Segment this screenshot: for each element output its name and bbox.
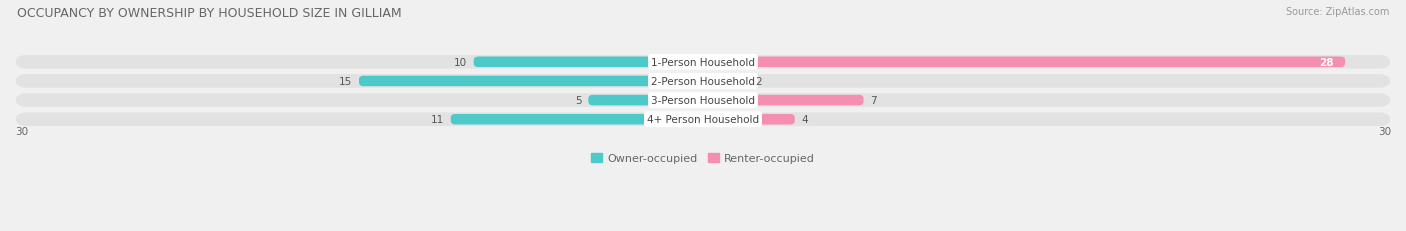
Text: OCCUPANCY BY OWNERSHIP BY HOUSEHOLD SIZE IN GILLIAM: OCCUPANCY BY OWNERSHIP BY HOUSEHOLD SIZE… [17, 7, 402, 20]
Text: 11: 11 [430, 115, 444, 125]
Text: 30: 30 [1378, 126, 1391, 136]
Text: 3-Person Household: 3-Person Household [651, 96, 755, 106]
Text: 5: 5 [575, 96, 582, 106]
Text: 30: 30 [15, 126, 28, 136]
Text: 28: 28 [1319, 58, 1334, 67]
Text: 2-Person Household: 2-Person Household [651, 77, 755, 87]
FancyBboxPatch shape [703, 57, 1346, 68]
FancyBboxPatch shape [474, 57, 703, 68]
FancyBboxPatch shape [588, 95, 703, 106]
Legend: Owner-occupied, Renter-occupied: Owner-occupied, Renter-occupied [592, 153, 814, 164]
FancyBboxPatch shape [703, 95, 863, 106]
Text: 2: 2 [756, 77, 762, 87]
FancyBboxPatch shape [703, 76, 749, 87]
FancyBboxPatch shape [451, 114, 703, 125]
FancyBboxPatch shape [15, 75, 1391, 88]
Text: 10: 10 [454, 58, 467, 67]
Text: 7: 7 [870, 96, 877, 106]
Text: 1-Person Household: 1-Person Household [651, 58, 755, 67]
FancyBboxPatch shape [703, 114, 794, 125]
Text: 4+ Person Household: 4+ Person Household [647, 115, 759, 125]
Text: Source: ZipAtlas.com: Source: ZipAtlas.com [1285, 7, 1389, 17]
FancyBboxPatch shape [15, 113, 1391, 126]
Text: 15: 15 [339, 77, 352, 87]
FancyBboxPatch shape [359, 76, 703, 87]
FancyBboxPatch shape [15, 94, 1391, 107]
FancyBboxPatch shape [15, 56, 1391, 69]
Text: 4: 4 [801, 115, 808, 125]
